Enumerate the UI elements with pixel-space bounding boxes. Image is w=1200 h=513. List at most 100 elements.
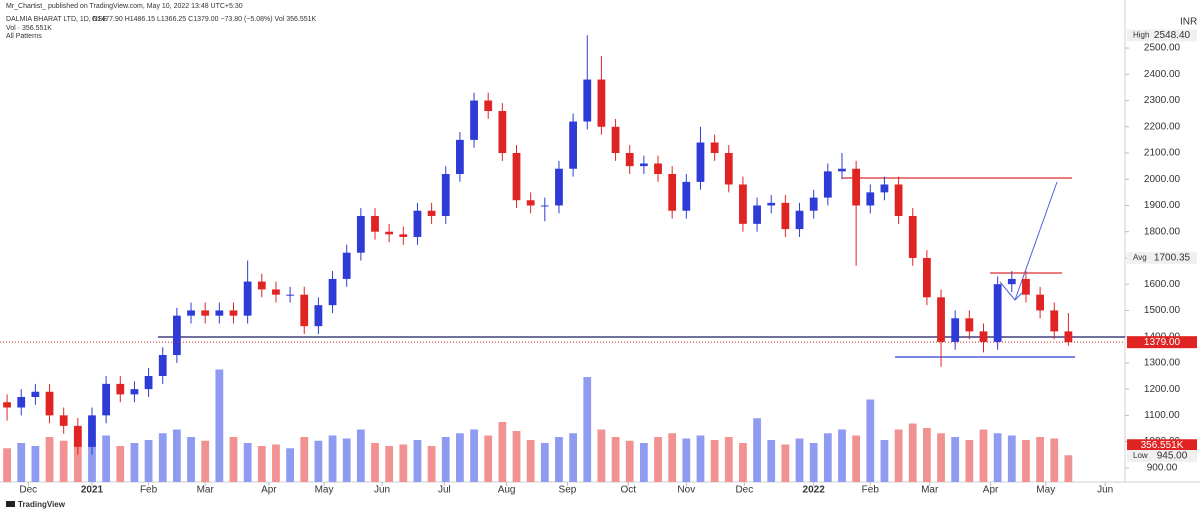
candle-body bbox=[937, 297, 945, 342]
volume-bar bbox=[328, 435, 337, 482]
last-price-label: 1379.00 bbox=[1144, 337, 1181, 348]
x-tick-label: Apr bbox=[983, 485, 999, 496]
volume-bar bbox=[611, 437, 620, 482]
symbol-title: DALMIA BHARAT LTD, 1D, NSE bbox=[6, 16, 107, 23]
target-projection bbox=[1014, 181, 1058, 301]
volume-bar bbox=[710, 440, 719, 482]
volume-bar bbox=[894, 429, 903, 482]
volume-bar bbox=[257, 446, 266, 482]
x-tick-label: Jul bbox=[438, 485, 451, 496]
candle-body bbox=[583, 79, 592, 122]
volume-bar bbox=[922, 428, 931, 482]
candle-body bbox=[385, 231, 394, 235]
candle-body bbox=[413, 210, 422, 237]
volume-bar bbox=[540, 443, 549, 482]
candle-body bbox=[427, 210, 436, 216]
candle-body bbox=[371, 215, 379, 232]
volume-bar bbox=[823, 433, 832, 482]
volume-bar bbox=[45, 437, 54, 482]
volume-bar bbox=[158, 433, 167, 482]
candle-body bbox=[965, 318, 974, 332]
y-tick-label: 2300.00 bbox=[1144, 95, 1181, 106]
volume-bar bbox=[187, 437, 195, 482]
volume-bar bbox=[1036, 437, 1044, 482]
candle-body bbox=[17, 396, 26, 408]
candle-body bbox=[102, 383, 111, 416]
y-tick-label: 1900.00 bbox=[1144, 200, 1181, 211]
marker-box bbox=[1127, 29, 1197, 42]
candle-body bbox=[753, 205, 761, 224]
candle-body bbox=[894, 184, 903, 216]
volume-bar bbox=[17, 443, 26, 482]
candle-body bbox=[866, 192, 875, 206]
candle-body bbox=[951, 318, 960, 342]
volume-bar bbox=[937, 433, 945, 482]
volume-bar bbox=[1022, 440, 1030, 482]
currency: INR bbox=[1180, 17, 1197, 28]
x-tick-label: Feb bbox=[140, 485, 158, 496]
candle-body bbox=[908, 215, 917, 258]
y-tick-label: 1500.00 bbox=[1144, 305, 1181, 316]
volume-bar bbox=[880, 440, 889, 482]
candle-body bbox=[73, 425, 82, 447]
x-tick-label: 2021 bbox=[81, 485, 104, 496]
x-tick-label: Sep bbox=[559, 485, 577, 496]
volume-bar bbox=[739, 443, 747, 482]
candle-body bbox=[611, 126, 620, 154]
candle-body bbox=[922, 257, 931, 298]
candle-body bbox=[710, 142, 719, 154]
candle-body bbox=[1064, 331, 1073, 343]
x-tick-label: Mar bbox=[921, 485, 939, 496]
candle-body bbox=[781, 202, 790, 230]
volume-bar bbox=[654, 437, 662, 482]
candle-body bbox=[172, 315, 181, 356]
candle-body bbox=[130, 389, 139, 395]
candle-body bbox=[880, 184, 889, 193]
candle-body bbox=[441, 173, 450, 216]
x-tick-label: Oct bbox=[621, 485, 637, 496]
volume-bar bbox=[555, 437, 563, 482]
candle-body bbox=[257, 281, 266, 290]
y-tick-label: 2400.00 bbox=[1144, 69, 1181, 80]
volume-bar bbox=[498, 422, 507, 482]
volume-bar bbox=[399, 444, 408, 482]
volume-bar bbox=[1007, 435, 1016, 482]
volume-bar bbox=[965, 440, 974, 482]
volume-bar bbox=[682, 438, 691, 482]
candle-body bbox=[639, 163, 648, 167]
candle-body bbox=[272, 289, 280, 295]
volume-bar bbox=[951, 437, 960, 482]
indicator-name: All Patterns bbox=[6, 33, 42, 40]
volume-bar bbox=[526, 440, 535, 482]
brand-name: TradingView bbox=[18, 500, 66, 509]
candle-body bbox=[555, 168, 563, 206]
x-tick-label: Feb bbox=[862, 485, 880, 496]
volume-bar bbox=[371, 443, 379, 482]
volume-bar bbox=[413, 440, 422, 482]
candle-body bbox=[229, 310, 238, 316]
last-volume-label: 356.551K bbox=[1141, 440, 1184, 451]
volume-bar bbox=[286, 448, 294, 482]
y-tick-label: 1800.00 bbox=[1144, 226, 1181, 237]
candle-body bbox=[286, 294, 294, 296]
marker-box bbox=[1127, 450, 1197, 463]
volume-bar bbox=[1064, 455, 1073, 482]
candle-body bbox=[328, 278, 337, 306]
candle-body bbox=[342, 252, 351, 279]
volume-bar bbox=[979, 429, 988, 482]
last-price-box bbox=[1127, 336, 1197, 349]
candle-body bbox=[45, 391, 54, 416]
volume-bar bbox=[272, 444, 280, 482]
volume-bar bbox=[144, 440, 153, 482]
volume-bar bbox=[342, 438, 351, 482]
candle-body bbox=[795, 210, 804, 230]
y-tick-label: 2000.00 bbox=[1144, 174, 1181, 185]
candle-body bbox=[696, 142, 705, 182]
candle-body bbox=[1050, 310, 1059, 332]
marker-name: Low bbox=[1133, 451, 1148, 460]
candle-body bbox=[187, 310, 195, 316]
volume-bar bbox=[795, 438, 804, 482]
candle-body bbox=[540, 205, 549, 207]
volume-bar bbox=[1050, 438, 1059, 482]
